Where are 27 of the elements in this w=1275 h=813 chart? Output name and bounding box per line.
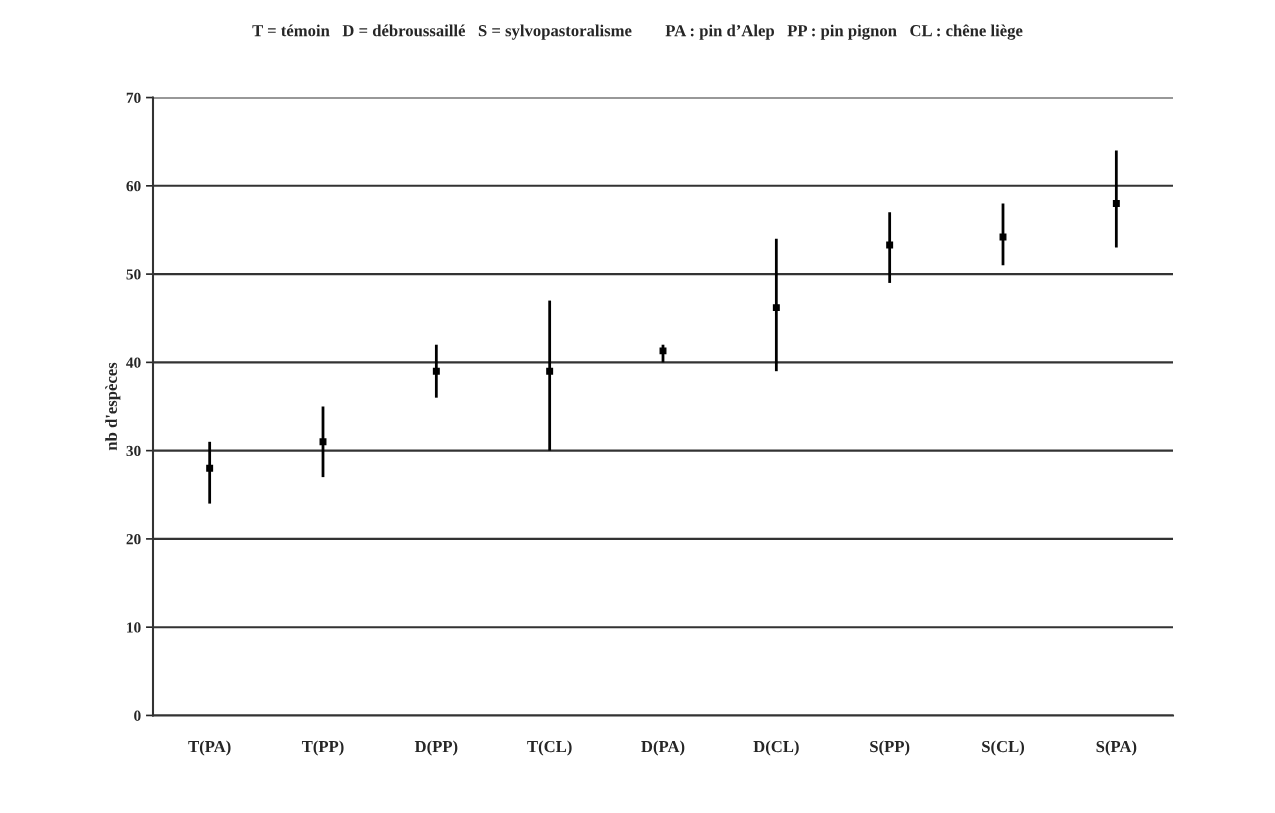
point	[546, 367, 554, 375]
y-tick-label: 70	[126, 92, 141, 104]
x-tick-label: D(CL)	[753, 740, 799, 756]
x-tick-label: T(PP)	[301, 740, 344, 756]
x-tick-label: D(PP)	[414, 740, 458, 756]
x-tick-label: S(PP)	[870, 740, 910, 756]
point	[319, 438, 327, 446]
x-tick-label: T(PA)	[188, 740, 231, 756]
x-tick-label: S(CL)	[982, 740, 1025, 756]
y-tick-label: 50	[126, 269, 141, 280]
x-tick-label: T(CL)	[527, 740, 572, 756]
y-tick-label: 20	[126, 534, 141, 545]
point	[659, 347, 667, 355]
y-tick-label: 0	[134, 710, 141, 721]
y-tick-label: 40	[126, 357, 141, 368]
x-tick-label: D(PA)	[641, 740, 685, 756]
y-tick-label: 10	[127, 622, 141, 633]
point	[772, 304, 780, 312]
point	[886, 241, 894, 249]
x-tick-label: S(PA)	[1096, 740, 1137, 756]
chart-title: T = témoin D = débroussaillé S = sylvopastoralisme PA : pin d’Alep PP : pin pignon CL : chêne liège	[252, 24, 1023, 40]
y-tick-label: 60	[126, 180, 141, 192]
point	[432, 367, 440, 375]
y-tick-label: 30	[126, 445, 141, 457]
y-axis-title: nb d'espèces	[105, 362, 121, 451]
point	[1112, 200, 1120, 207]
point	[206, 464, 214, 472]
